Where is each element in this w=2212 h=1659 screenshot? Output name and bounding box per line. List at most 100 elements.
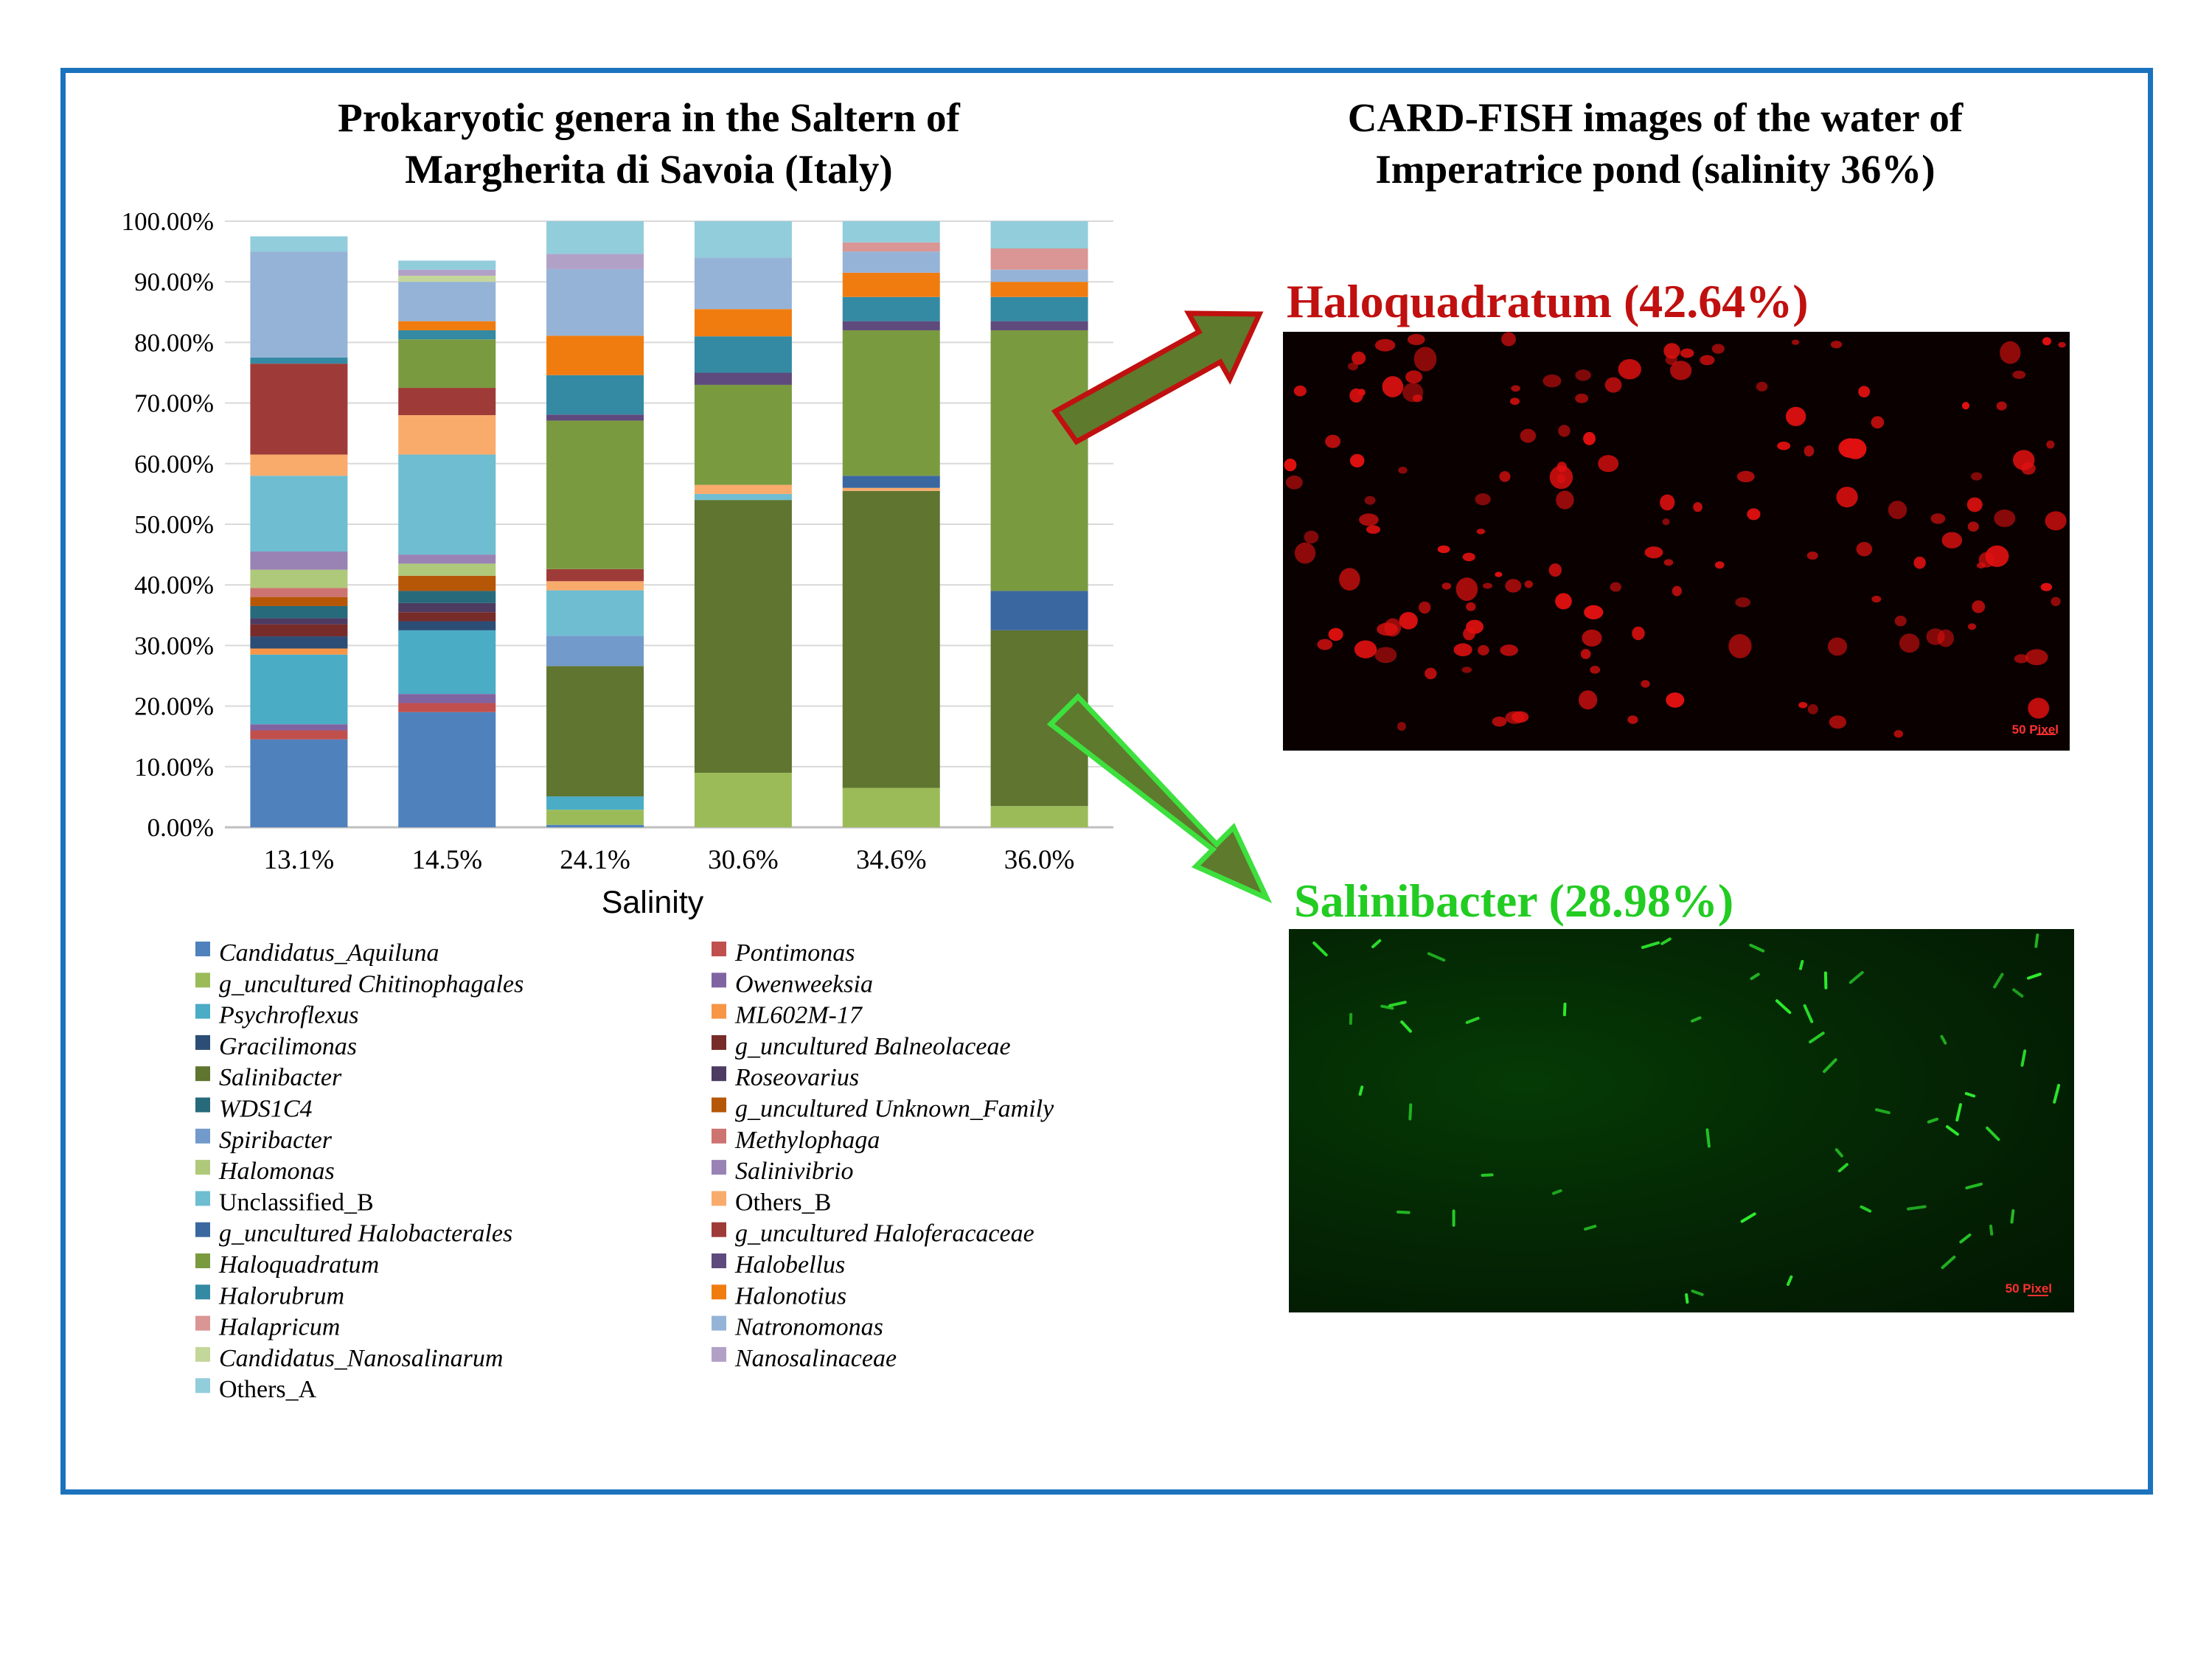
fluorescent-cell (1829, 715, 1847, 729)
fluorescent-cell (1347, 362, 1359, 371)
fluorescent-cell (1425, 667, 1437, 680)
fluorescent-cell (1500, 644, 1518, 656)
fluorescent-rod (1927, 1117, 1938, 1124)
fluorescent-cell (1349, 453, 1365, 467)
fluorescent-cell (1461, 667, 1472, 673)
salinibacter-label: Salinibacter (28.98%) (1294, 874, 1734, 927)
fluorescent-rod (1809, 1032, 1825, 1044)
fluorescent-cell (1399, 612, 1418, 630)
fluorescent-cell (1838, 438, 1863, 459)
fluorescent-cell (1437, 545, 1450, 554)
fluorescent-cell (1384, 618, 1402, 637)
fluorescent-cell (2000, 341, 2021, 364)
fluorescent-rod (1427, 952, 1446, 962)
fluorescent-cell (1357, 389, 1366, 397)
fluorescent-rod (1834, 1148, 1843, 1158)
fluorescent-cell (1972, 600, 1986, 613)
fluorescent-cell (1580, 649, 1591, 659)
fluorescent-rod (1552, 1189, 1562, 1195)
fluorescent-rod (1750, 973, 1760, 981)
fluorescent-cell (1413, 347, 1437, 372)
salinibacter-card-fish-image: 50 Pixel (1289, 929, 2074, 1312)
fluorescent-rod (1993, 973, 2004, 989)
fluorescent-cell (1604, 377, 1622, 393)
fluorescent-cell (1970, 472, 1983, 481)
fluorescent-cell (1366, 525, 1381, 534)
fluorescent-cell (1505, 711, 1526, 724)
fluorescent-cell (1663, 343, 1680, 359)
fluorescent-rod (1465, 1017, 1480, 1024)
fluorescent-rod (1875, 1108, 1891, 1115)
fluorescent-cell (1475, 493, 1491, 506)
fluorescent-cell (1374, 647, 1397, 664)
fluorescent-cell (1359, 513, 1379, 526)
fluorescent-rod (2027, 973, 2042, 980)
fluorescent-rod (1907, 1205, 1927, 1211)
fluorescent-cell (1402, 383, 1424, 403)
fluorescent-cell (1441, 582, 1452, 590)
fluorescent-cell (1994, 509, 2016, 527)
fluorescent-cell (1961, 402, 1970, 410)
fluorescent-cell (1418, 601, 1431, 614)
fluorescent-rod (1371, 939, 1382, 948)
fluorescent-cell (1926, 628, 1945, 645)
fluorescent-cell (1364, 495, 1376, 505)
fluorescent-cell (1555, 593, 1572, 610)
fluorescent-rod (1641, 941, 1660, 949)
fluorescent-cell (2058, 341, 2066, 348)
fluorescent-cell (1756, 381, 1768, 392)
fluorescent-cell (1482, 582, 1493, 589)
fluorescent-rod (1787, 1275, 1793, 1286)
fluorescent-cell (1598, 455, 1619, 473)
fluorescent-cell (2025, 649, 2048, 666)
fluorescent-cell (1941, 532, 1963, 549)
fluorescent-rod (1408, 1103, 1413, 1121)
fluorescent-rod (1660, 937, 1672, 945)
fluorescent-cell (1777, 441, 1791, 451)
haloquadratum-card-fish-image: 50 Pixel (1283, 332, 2070, 751)
fluorescent-cell (1524, 580, 1533, 588)
fluorescent-rod (1955, 1103, 1962, 1121)
fluorescent-cell (1556, 490, 1574, 509)
fluorescent-cell (1663, 559, 1674, 566)
fluorescent-cell (1967, 623, 1977, 630)
fluorescent-cell (1548, 563, 1562, 577)
fluorescent-cell (1830, 341, 1843, 349)
fluorescent-cell (2014, 654, 2028, 664)
fluorescent-cell (1405, 370, 1423, 383)
chart-title: Prokaryotic genera in the Saltern of Mar… (338, 95, 960, 192)
fluorescent-cell (1398, 466, 1408, 474)
fluorescent-rod (1396, 1210, 1411, 1214)
fluorescent-cell (1735, 597, 1751, 608)
fluorescent-cell (1632, 626, 1645, 641)
fluorescent-cell (2028, 698, 2050, 719)
fluorescent-cell (1558, 425, 1571, 437)
fluorescent-rod (1986, 1126, 2000, 1141)
fluorescent-cell (1499, 471, 1511, 482)
fluorescent-cell (1836, 487, 1858, 508)
fluorescent-cell (1728, 633, 1752, 658)
fluorescent-cell (1325, 434, 1341, 448)
fluorescent-cell (1930, 513, 1946, 524)
fluorescent-cell (2013, 450, 2035, 470)
fluorescent-rod (1823, 1058, 1837, 1074)
fluorescent-rod (1848, 971, 1864, 984)
fluorescent-cell (1590, 665, 1601, 674)
fluorescent-cell (2046, 440, 2055, 449)
fluorescent-rod (1685, 1293, 1689, 1304)
fluorescent-cell (1520, 428, 1537, 443)
fluorescent-cell (1858, 386, 1871, 398)
fluorescent-cell (1893, 730, 1904, 738)
fluorescent-cell (1827, 637, 1848, 656)
fluorescent-cell (1397, 722, 1406, 731)
fluorescent-cell (1354, 640, 1377, 658)
fluorescent-cell (1466, 602, 1476, 611)
fluorescent-cell (1575, 369, 1591, 381)
fluorescent-cell (1407, 333, 1425, 346)
fluorescent-rod (1965, 1182, 1983, 1190)
fluorescent-rod (2034, 933, 2039, 948)
fluorescent-cell (1791, 339, 1800, 345)
fluorescent-cell (1714, 561, 1725, 569)
fluorescent-cell (1680, 348, 1694, 358)
fluorescent-cell (1317, 639, 1333, 650)
